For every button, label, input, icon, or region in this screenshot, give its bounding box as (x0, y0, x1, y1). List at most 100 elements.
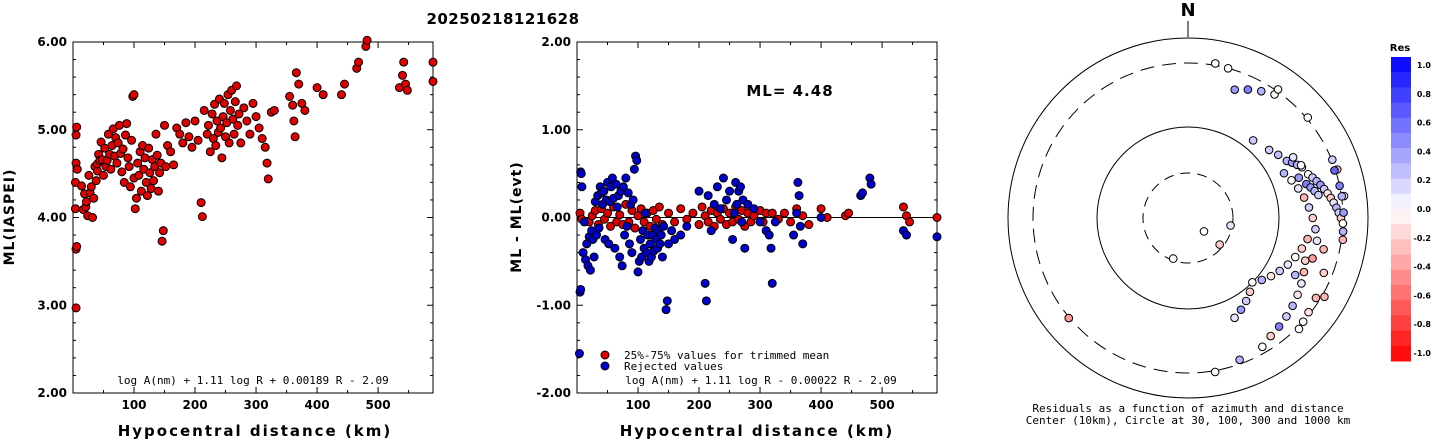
data-point (254, 123, 264, 133)
data-point (228, 114, 238, 124)
data-point (804, 220, 814, 230)
data-point (795, 221, 805, 231)
data-points (574, 151, 942, 359)
legend-marker-rejected (600, 361, 610, 371)
colorbar-tick-label: -0.8 (1414, 320, 1432, 329)
colorbar: Res 1.0 0.8 0.6 0.4 0.2 0.0 -0.2 -0.4 -0.6 -0.8 -1… (1390, 43, 1432, 362)
data-point (732, 199, 742, 209)
y-tick-label: 5.00 (37, 123, 67, 137)
data-point (694, 186, 704, 196)
colorbar-cell (1391, 345, 1411, 362)
ring-1000km (1007, 37, 1369, 399)
station-point (1297, 244, 1307, 253)
x-tick-label: 100 (121, 398, 146, 412)
station-point (1320, 292, 1329, 302)
data-point (294, 79, 304, 89)
data-point (574, 349, 584, 359)
data-point (789, 230, 799, 240)
station-point (1319, 245, 1328, 254)
station-point (1303, 113, 1313, 122)
data-point (603, 208, 613, 218)
data-point (190, 116, 200, 126)
data-point (239, 103, 249, 113)
data-point (617, 261, 627, 271)
colorbar-cell (1391, 330, 1411, 347)
data-point (197, 212, 207, 222)
data-point (654, 202, 664, 212)
panel-magnitude-vs-distance: 2.00 3.00 4.00 5.00 6.00 100 200 300 400 500 ML(I… (2, 35, 438, 440)
station-point (1293, 184, 1303, 193)
data-point (151, 129, 161, 139)
x-tick-label: 400 (809, 398, 834, 412)
colorbar-cell (1391, 87, 1411, 104)
station-point (1288, 301, 1297, 311)
data-point (72, 241, 82, 251)
data-point (629, 164, 639, 174)
data-point (318, 90, 328, 100)
data-point (217, 153, 227, 163)
data-point (203, 120, 213, 130)
data-point (579, 217, 589, 227)
station-point (1312, 236, 1322, 246)
data-point (211, 141, 221, 151)
station-point (1319, 268, 1329, 278)
data-point (71, 130, 81, 140)
colorbar-tick-label: 1.0 (1417, 61, 1432, 70)
data-point (161, 162, 171, 172)
colorbar-cell (1391, 57, 1411, 73)
x-tick-label: 500 (870, 398, 895, 412)
data-point (181, 118, 191, 128)
station-point (1243, 85, 1253, 94)
data-point (816, 204, 826, 214)
formula-text: log A(nm) + 1.11 log R - 0.00022 R - 2.0… (625, 374, 897, 387)
station-point (1248, 136, 1258, 145)
data-point (682, 221, 692, 231)
colorbar-cell (1391, 163, 1411, 180)
data-point (289, 116, 299, 126)
data-point (212, 116, 222, 126)
data-point (630, 223, 640, 233)
north-label: N (1180, 0, 1195, 21)
data-point (224, 138, 234, 148)
data-point (793, 177, 803, 187)
station-point (1215, 240, 1224, 249)
data-point (397, 70, 407, 80)
colorbar-tick-label: 0.0 (1417, 205, 1432, 214)
colorbar-cell (1391, 254, 1411, 271)
x-tick-label: 200 (183, 398, 208, 412)
data-point (122, 119, 132, 129)
data-point (129, 90, 139, 100)
data-point (84, 170, 94, 180)
data-point (901, 230, 911, 240)
data-point (184, 132, 194, 142)
data-point (792, 208, 802, 218)
colorbar-ticks: 1.0 0.8 0.6 0.4 0.2 0.0 -0.2 -0.4 -0.6 -0.8 -1.0 (1414, 61, 1432, 358)
data-point (290, 132, 300, 142)
data-point (232, 81, 242, 91)
colorbar-tick-label: -0.2 (1414, 234, 1432, 243)
data-point (216, 123, 226, 133)
data-point (657, 252, 667, 262)
data-point (664, 208, 674, 218)
y-tick-label: 0.00 (541, 211, 571, 225)
data-point (715, 204, 725, 214)
data-point (89, 193, 99, 203)
data-point (112, 158, 122, 168)
x-tick-label: 100 (625, 398, 650, 412)
data-point (399, 57, 409, 67)
data-point (157, 236, 167, 246)
data-point (234, 109, 244, 119)
y-axis-label: ML(IASPEI) (2, 169, 18, 266)
colorbar-cell (1391, 117, 1411, 134)
ml-annotation: ML= 4.48 (746, 82, 833, 100)
colorbar-tick-label: 0.4 (1417, 147, 1432, 156)
data-point (153, 186, 163, 196)
data-point (257, 134, 267, 144)
data-point (632, 155, 642, 165)
station-point (1236, 305, 1246, 315)
data-point (576, 169, 586, 179)
station-point (1338, 227, 1348, 236)
plot-frame (72, 41, 434, 394)
data-point (786, 217, 796, 227)
y-tick-label: 6.00 (37, 35, 67, 49)
